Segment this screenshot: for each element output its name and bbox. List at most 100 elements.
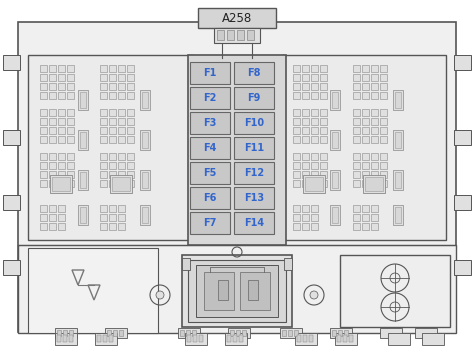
Bar	[69, 330, 73, 336]
Bar	[109, 83, 116, 90]
Bar	[58, 136, 65, 143]
Bar	[353, 180, 360, 187]
Bar	[40, 180, 47, 187]
Bar	[293, 171, 300, 178]
Text: F5: F5	[203, 168, 217, 178]
Bar	[58, 205, 65, 212]
Bar	[49, 162, 56, 169]
Bar	[311, 65, 318, 72]
Bar	[109, 74, 116, 81]
Bar	[109, 205, 116, 212]
Bar	[118, 180, 125, 187]
Bar	[330, 170, 340, 190]
Bar	[188, 260, 286, 322]
Bar	[67, 118, 74, 125]
Bar	[190, 137, 230, 159]
Bar	[371, 136, 378, 143]
Bar	[118, 74, 125, 81]
Bar	[371, 214, 378, 221]
Bar	[294, 330, 298, 336]
Bar	[112, 177, 130, 191]
Bar	[118, 127, 125, 134]
Bar	[113, 330, 117, 336]
Bar	[49, 83, 56, 90]
Bar	[349, 335, 353, 342]
Bar	[340, 255, 450, 327]
Bar	[186, 330, 190, 336]
Bar	[353, 92, 360, 99]
Bar	[302, 223, 309, 230]
Bar	[422, 333, 444, 345]
Bar	[100, 223, 107, 230]
Bar	[353, 118, 360, 125]
Bar	[237, 30, 244, 40]
Bar	[362, 180, 369, 187]
Bar	[58, 180, 65, 187]
Bar	[49, 205, 56, 212]
Bar	[380, 180, 387, 187]
Bar	[188, 55, 286, 245]
Bar	[362, 214, 369, 221]
Bar	[52, 177, 70, 191]
Bar	[282, 330, 286, 336]
Bar	[40, 223, 47, 230]
Bar	[380, 127, 387, 134]
Bar	[362, 83, 369, 90]
Bar	[371, 162, 378, 169]
Bar	[353, 74, 360, 81]
Text: F12: F12	[244, 168, 264, 178]
Bar	[109, 127, 116, 134]
Bar	[180, 330, 184, 336]
Bar	[380, 83, 387, 90]
Bar	[454, 130, 471, 145]
Bar	[380, 74, 387, 81]
Bar	[109, 92, 116, 99]
Bar	[127, 92, 134, 99]
Bar	[332, 207, 338, 223]
Bar	[293, 136, 300, 143]
Bar	[311, 214, 318, 221]
Text: F1: F1	[203, 68, 217, 78]
Bar	[109, 65, 116, 72]
Bar	[320, 171, 327, 178]
Bar	[362, 171, 369, 178]
Bar	[302, 180, 309, 187]
Bar	[190, 212, 230, 234]
Bar	[320, 136, 327, 143]
Bar	[3, 55, 20, 70]
Bar	[288, 330, 292, 336]
Bar	[58, 214, 65, 221]
Bar	[311, 74, 318, 81]
Bar	[127, 153, 134, 160]
Bar	[40, 118, 47, 125]
Bar	[187, 335, 191, 342]
Bar	[49, 153, 56, 160]
Bar	[49, 65, 56, 72]
Bar	[118, 136, 125, 143]
Bar	[311, 223, 318, 230]
Bar	[67, 92, 74, 99]
Bar	[67, 65, 74, 72]
Bar	[118, 118, 125, 125]
Bar	[380, 328, 402, 338]
Bar	[454, 195, 471, 210]
Bar	[234, 187, 274, 209]
Bar	[353, 153, 360, 160]
Bar	[118, 223, 125, 230]
Bar	[49, 92, 56, 99]
Bar	[58, 118, 65, 125]
Bar	[362, 205, 369, 212]
Bar	[127, 162, 134, 169]
Bar	[182, 258, 190, 270]
Bar	[311, 83, 318, 90]
Bar	[127, 180, 134, 187]
Bar	[371, 118, 378, 125]
Bar	[330, 90, 340, 110]
Bar	[242, 330, 246, 336]
Bar	[227, 335, 231, 342]
Bar	[227, 30, 234, 40]
Bar	[362, 162, 369, 169]
Bar	[100, 83, 107, 90]
Bar	[302, 171, 309, 178]
Bar	[118, 65, 125, 72]
